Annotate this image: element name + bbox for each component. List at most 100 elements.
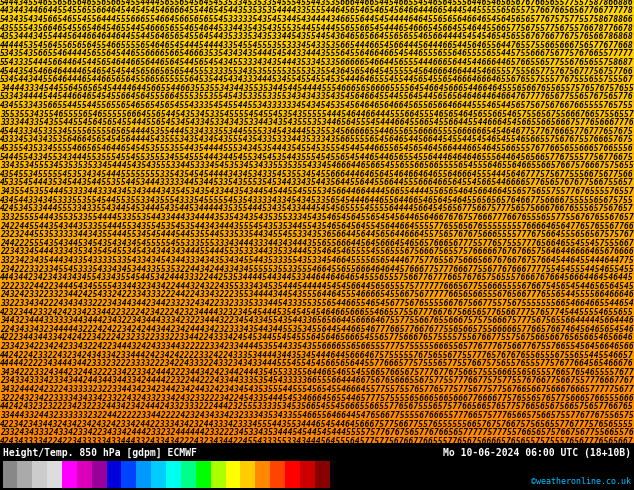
Bar: [0, 410, 634, 416]
Text: 55433354445664464544565464466564465645445654543455333434354443533453356666654664: 5543335444566446454456546446656446564544…: [0, 58, 634, 67]
Text: 34432344433333344344423432234344433342322344432234543345543544336565664456666467: 3443234443333334434442343223434443334232…: [0, 316, 634, 325]
Bar: [181, 461, 196, 488]
Text: 54445543345534344455355545545535553455455544434454553454535443555454556545446544: 5444554334553434445535554554553555345545…: [0, 153, 634, 162]
Bar: [77, 461, 92, 488]
Bar: [0, 144, 634, 149]
Text: 43455334356655445544556556546565456545543335454554455343333334543454535456464656: 4345533435665544554455655654656545654554…: [0, 101, 634, 110]
Bar: [0, 28, 634, 33]
Text: 45355435334555546656546446545453555355443544445553434535444354554535554544544665: 4535543533455554665654644654545355535544…: [0, 144, 634, 153]
Text: 42323442332424233423344223222423422242323444432323454544453545454546466566655466: 4232344233242423342334422322242342224232…: [0, 308, 634, 317]
Text: 53454434455646444654466565645566565555564535445434333444534554554554535444646555: 5345443445564644465446656564556656555556…: [0, 75, 634, 84]
Text: 24422255543543445345435434345455555455333555333434443334434344435565566644564566: 2442225554354344534543543434545555545533…: [0, 239, 634, 248]
Bar: [0, 5, 634, 11]
Bar: [0, 33, 634, 39]
Bar: [0, 89, 634, 94]
Text: 43454433434533355355454455355334355543335455555453543333433454345335654544464465: 4345443343453335535545445535533435554333…: [0, 196, 634, 205]
Bar: [0, 50, 634, 55]
Bar: [0, 139, 634, 144]
Text: 44344344664455455655664645445454546666455446545443535353544443355554464565465465: 4434434466445545565566464544545454666645…: [0, 6, 634, 15]
Bar: [122, 461, 136, 488]
Text: 33223343422243434332223434434423442332324342233233353334454333553556544665546545: 3322334342224343433222343443442344233232…: [0, 299, 634, 308]
Text: 34324442423224333332322334434234234423424432423434543535554455545654554666455775: 3432444242322433333232233443423423442342…: [0, 385, 634, 394]
Bar: [0, 305, 634, 311]
Bar: [0, 227, 634, 233]
Text: 53343444454454466465454556645645556645553553554543533553355343434335435456466455: 5334344445445446646545455664564555664555…: [0, 93, 634, 101]
Bar: [0, 399, 634, 405]
Bar: [0, 55, 634, 61]
Bar: [3, 461, 17, 488]
Text: 42434333342242234333334334443324334342224323434422455433355334344456455564577577: 4243433334224223433333433444332433434222…: [0, 437, 634, 446]
Text: 44242432323222342322324434234244424332333222444232555333353453566545545666556655: 4424243232322234232232443423424442433233…: [0, 402, 634, 411]
Bar: [166, 461, 181, 488]
Bar: [0, 11, 634, 17]
Text: 54443455465565656465565665455444456556545645453533453533545554554435356664466544: 5444345546556565646556566545544445655654…: [0, 0, 634, 7]
Bar: [0, 343, 634, 349]
Text: 45443545466464444654654545445656656565445553333553435355555355535355436456546454: 4544354546646444465465454544565665656544…: [0, 67, 634, 75]
Bar: [0, 261, 634, 266]
Bar: [0, 294, 634, 299]
Bar: [0, 105, 634, 111]
Bar: [0, 277, 634, 283]
Text: 34444333454455645656545444464456655446635535534344355353445445444455546665656666: 3444433345445564565654544446445665544663…: [0, 84, 634, 93]
Text: 44444222234344434423332322233332223422433322433234343344455545545456656564455776: 4444422223434443442333232223333222342243…: [0, 359, 634, 368]
Text: 23422233233455453335433434534433553532244342443343455555355335554664556556664646: 2342223323345545333543343453443355353224…: [0, 265, 634, 273]
Bar: [0, 283, 634, 288]
Bar: [0, 238, 634, 244]
Bar: [152, 461, 166, 488]
Bar: [0, 405, 634, 410]
Bar: [0, 249, 634, 255]
Bar: [0, 438, 634, 443]
Bar: [0, 371, 634, 377]
Text: 45443334533534555565555656544445355444533433355344555533454344455355345666665544: 4544333453353455556555565654444535544453…: [0, 127, 634, 136]
Bar: [0, 321, 634, 327]
Bar: [0, 161, 634, 166]
Bar: [0, 427, 634, 432]
Text: 23342342234242334322422344432424333443222223342334444535544335435566665565665557: 2334234223424233432242234443242433344322…: [0, 342, 634, 351]
Bar: [0, 221, 634, 227]
Text: 54343543456654655455644455566655466456656565545333335435453445434444346655644545: 5434354345665465545564445556665546645665…: [0, 15, 634, 24]
Bar: [0, 189, 634, 194]
Bar: [0, 39, 634, 44]
Bar: [0, 127, 634, 133]
Bar: [0, 194, 634, 199]
Text: 22343345444333435343545455345434344343444554445535333443353344453546454655554556: 2234334544433343534354545534543434434344…: [0, 247, 634, 256]
Bar: [0, 311, 634, 316]
Bar: [0, 77, 634, 83]
Bar: [0, 122, 634, 127]
Bar: [0, 111, 634, 117]
Bar: [0, 94, 634, 100]
Bar: [0, 61, 634, 67]
Bar: [0, 45, 634, 50]
Text: 24224455443543443533554445534355453545354434344435554543535344554354656456455456: 2422445544354344353355444553435545354535…: [0, 221, 634, 230]
Bar: [0, 83, 634, 89]
Text: 42234234344324342342432423342442233343423244333423334555443553444654544645666757: 4223423434432434234243242334244223334342…: [0, 419, 634, 429]
Text: 44444535456455656564554665555654646545444544443354554555355333454335356654446654: 4444453545645565656455466555565464654544…: [0, 41, 634, 50]
Text: 43534443455444564466464464455445646565455645443533353435334454355445436465656645: 4353444345544456446646446445544564656545…: [0, 32, 634, 41]
Bar: [0, 233, 634, 238]
Bar: [240, 461, 256, 488]
Bar: [107, 461, 122, 488]
Bar: [0, 393, 634, 399]
Bar: [32, 461, 47, 488]
Text: 22223224422344454345555433443234342244432432243553334345354445444445454566445656: 2222322442234445434555543344323434224443…: [0, 282, 634, 291]
Text: 42453453344455533433554344545344454354453444443535544453435433444545456555545555: 4245345334445553343355434454534445435445…: [0, 204, 634, 213]
Bar: [315, 461, 330, 488]
Text: 23324343332433423342234334244423323244444423322234533435344454544545444555575776: 2332434333243342334223433424442332324444…: [0, 428, 634, 437]
Text: 22434334323444443222424223424244344234244434232333435443445535345564454466546777: 2243433432344444322242422342424434423424…: [0, 325, 634, 334]
Bar: [0, 255, 634, 261]
Text: 32224323422333343433423322432433233424323322234224543354445453466645655446577757: 3222432342233334343342332243243323342432…: [0, 393, 634, 403]
Bar: [0, 355, 634, 360]
Bar: [0, 388, 634, 393]
Bar: [0, 244, 634, 249]
Bar: [0, 117, 634, 122]
Text: Mo 10-06-2024 06:00 UTC (18+10B): Mo 10-06-2024 06:00 UTC (18+10B): [443, 448, 631, 458]
Text: 44434423423434343455433435545445342444333224425353444454434453344644646465455565: 4443442342343434345543343554544534244433…: [0, 273, 634, 282]
Bar: [0, 17, 634, 22]
Text: 33334433543554455456456545544455654534543345334343533443435435553534465645554544: 3333443354355445545645654554445565453454…: [0, 118, 634, 127]
Bar: [0, 360, 634, 366]
Bar: [210, 461, 226, 488]
Text: 33234234354443433543333533543343454344333434353434554435333554353345466455556565: 3323423435444343354333353354334345434433…: [0, 256, 634, 265]
Text: 34355453554445333344333434534344434354534354334435434454544554555534566446644445: 3435545355444533334433343453434443435453…: [0, 187, 634, 196]
Text: 23433433342334344244344344334244442232244222433443335354543333366555664446675676: 2343343334233434424434434433424444223224…: [0, 376, 634, 386]
Text: 43555543566465455654645465544546665655465464453344354354355535445544455655665454: 4355554356646545565464546554454666565546…: [0, 24, 634, 32]
